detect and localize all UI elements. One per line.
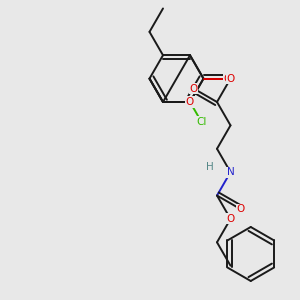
Text: N: N	[226, 167, 234, 177]
Text: O: O	[226, 214, 235, 224]
Text: O: O	[224, 74, 232, 84]
Text: Cl: Cl	[196, 117, 207, 127]
Text: O: O	[226, 74, 235, 84]
Text: O: O	[186, 97, 194, 107]
Text: O: O	[236, 204, 244, 214]
Text: H: H	[206, 162, 214, 172]
Text: O: O	[190, 83, 198, 94]
